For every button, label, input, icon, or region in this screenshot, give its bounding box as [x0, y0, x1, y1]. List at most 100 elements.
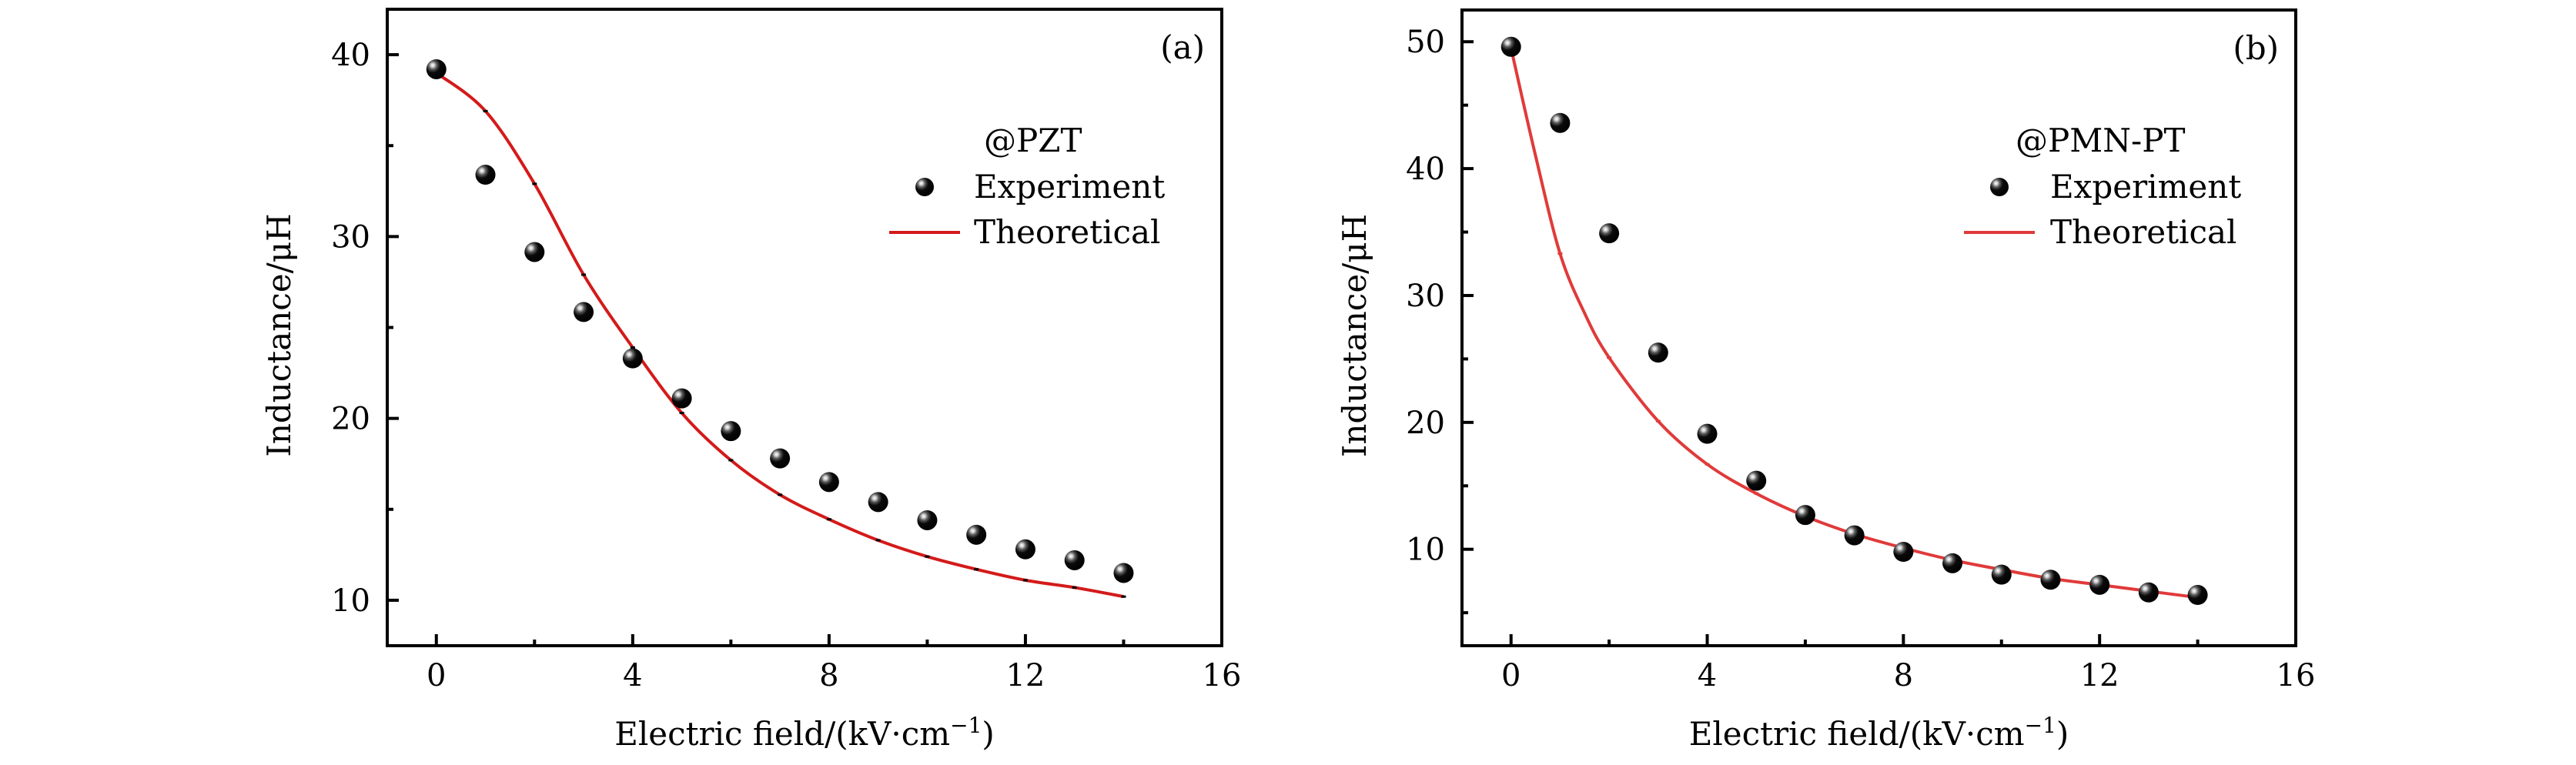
- experiment-point: [1064, 550, 1085, 570]
- y-tick-label: 50: [1406, 25, 1445, 60]
- x-axis-title-main: Electric field/(kV·cm: [614, 715, 950, 753]
- experiment-point: [818, 472, 839, 493]
- experiment-point: [1795, 505, 1815, 526]
- panel-b: 0 4 8 12 16 10 20 30 40 50 (b) @PMN-PT Experiment…: [1336, 8, 2315, 753]
- x-axis-title-sup: −1: [2025, 713, 2056, 738]
- theoretical-point: [532, 182, 537, 185]
- legend-theoretical-label: Theoretical: [974, 213, 1160, 251]
- experiment-point: [1500, 36, 1521, 57]
- experiment-point: [1648, 342, 1668, 363]
- experiment-point: [966, 524, 987, 545]
- theoretical-curve-group: [435, 72, 1126, 599]
- legend-experiment-label: Experiment: [974, 168, 1165, 205]
- experiment-point: [770, 448, 791, 469]
- x-tick-label: 4: [1698, 658, 1717, 693]
- experiment-point: [574, 302, 594, 322]
- x-axis-title-main: Electric field/(kV·cm: [1689, 715, 2025, 753]
- legend-title: @PMN-PT: [2016, 122, 2185, 159]
- experiment-point: [622, 348, 643, 369]
- experiment-point: [2040, 570, 2061, 590]
- x-axis-title: Electric field/(kV·cm−1): [614, 713, 995, 753]
- x-tick-label: 8: [819, 658, 838, 693]
- experiment-point: [1844, 525, 1865, 546]
- theoretical-point: [1072, 586, 1077, 589]
- experiment-point: [671, 388, 692, 409]
- experiment-point: [917, 509, 938, 530]
- experiment-points-group: [1500, 36, 2208, 606]
- legend-experiment-marker-icon: [915, 178, 934, 196]
- experiment-point: [426, 58, 447, 79]
- x-tick-label: 8: [1894, 658, 1913, 693]
- y-tick-label: 40: [331, 38, 370, 73]
- x-axis-title: Electric field/(kV·cm−1): [1689, 713, 2069, 753]
- x-tick-label: 12: [1005, 658, 1045, 693]
- x-axis-title-close: ): [982, 715, 994, 753]
- experiment-point: [1113, 563, 1134, 583]
- theoretical-point: [925, 555, 930, 558]
- experiment-point: [1893, 541, 1914, 562]
- experiment-point: [524, 242, 545, 262]
- plot-frame: [1460, 8, 2297, 647]
- x-tick-label: 0: [1501, 658, 1521, 693]
- theoretical-point: [1705, 463, 1710, 466]
- theoretical-point: [1655, 419, 1661, 423]
- y-axis-title: Inductance/μH: [260, 213, 298, 457]
- panel-label: (a): [1160, 28, 1205, 66]
- legend: @PZT Experiment Theoretical: [889, 122, 1165, 251]
- legend-experiment-marker-icon: [1990, 178, 2009, 196]
- experiment-point: [1697, 423, 1718, 444]
- x-axis-title-sup: −1: [950, 713, 982, 738]
- experiment-point: [1599, 223, 1620, 244]
- y-tick-label: 10: [331, 583, 370, 619]
- experiment-point: [2187, 585, 2208, 606]
- theoretical-point: [1754, 492, 1759, 495]
- legend-title: @PZT: [984, 122, 1082, 159]
- theoretical-point: [1557, 252, 1563, 256]
- legend-theoretical-label: Theoretical: [2050, 213, 2236, 251]
- experiment-point: [2138, 582, 2159, 603]
- experiment-points-group: [426, 58, 1134, 583]
- legend-experiment-label: Experiment: [2050, 168, 2241, 205]
- y-tick-label: 10: [1406, 533, 1445, 568]
- experiment-point: [1015, 539, 1035, 560]
- x-tick-label: 0: [427, 658, 446, 693]
- x-tick-label: 12: [2080, 658, 2119, 693]
- experiment-point: [1746, 470, 1767, 491]
- y-tick-label: 20: [331, 402, 370, 437]
- theoretical-point: [778, 493, 783, 496]
- theoretical-point: [581, 273, 587, 276]
- panel-a: 0 4 8 12 16 10 20 30 40 (a) @PZT Experiment Theo…: [260, 8, 1241, 753]
- x-tick-label: 16: [1203, 658, 1242, 693]
- theoretical-line: [435, 72, 1124, 599]
- y-axis-title: Inductance/μH: [1336, 214, 1373, 458]
- experiment-point: [1942, 553, 1963, 573]
- theoretical-point: [630, 346, 635, 349]
- theoretical-point: [483, 109, 488, 112]
- theoretical-point: [974, 568, 979, 571]
- theoretical-point: [1022, 579, 1028, 582]
- axes-group: 0 4 8 12 16 10 20 30 40 50: [1406, 25, 2315, 693]
- y-tick-label: 30: [331, 219, 370, 255]
- experiment-point: [1991, 564, 2012, 585]
- axes-group: 0 4 8 12 16 10 20 30 40: [331, 38, 1241, 693]
- theoretical-point: [1607, 356, 1612, 359]
- x-tick-label: 16: [2277, 658, 2316, 693]
- experiment-point: [868, 492, 888, 513]
- x-axis-title-close: ): [2056, 715, 2069, 753]
- experiment-point: [721, 421, 741, 442]
- panel-label: (b): [2233, 29, 2279, 67]
- experiment-point: [475, 165, 496, 185]
- legend: @PMN-PT Experiment Theoretical: [1964, 122, 2241, 251]
- theoretical-point: [875, 539, 881, 542]
- y-tick-label: 40: [1406, 152, 1445, 187]
- y-tick-label: 30: [1406, 279, 1445, 314]
- experiment-point: [1550, 112, 1571, 133]
- experiment-point: [2089, 574, 2110, 595]
- theoretical-point: [1121, 595, 1126, 598]
- theoretical-point: [728, 459, 734, 462]
- x-tick-label: 4: [623, 658, 642, 693]
- theoretical-point: [826, 518, 831, 521]
- y-tick-label: 20: [1406, 406, 1445, 441]
- plot-frame: [386, 8, 1223, 647]
